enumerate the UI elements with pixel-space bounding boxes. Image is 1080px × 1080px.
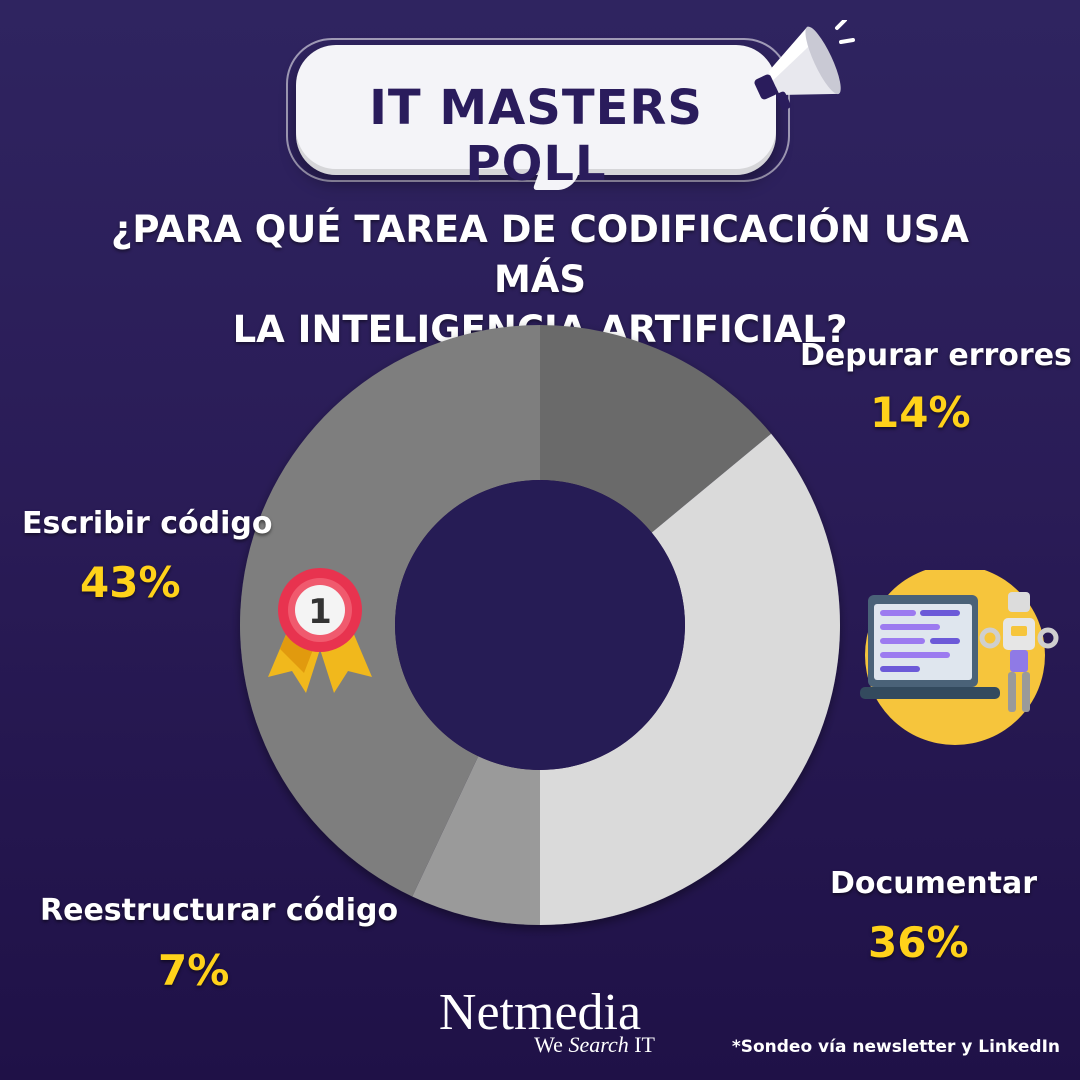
speech-bubble [296,45,776,175]
slice-value-documentar: 36% [868,918,969,967]
tagline-prefix: We [534,1032,569,1057]
slice-value-escribir-codigo: 43% [80,558,181,607]
slice-label-documentar: Documentar [830,866,1037,901]
slice-value-reestructurar-codigo: 7% [158,946,230,995]
medal-number: 1 [308,592,332,632]
poll-title: IT MASTERS POLL [369,80,703,192]
first-place-medal-icon: 1 [268,568,372,693]
tagline-suffix: IT [628,1032,655,1057]
megaphone-icon [754,20,855,110]
slice-value-depurar-errores: 14% [870,388,971,437]
tagline-italic: Search [568,1032,629,1057]
slice-label-escribir-codigo: Escribir código [22,506,273,541]
slice-label-depurar-errores: Depurar errores [800,338,1072,373]
survey-footnote: *Sondeo vía newsletter y LinkedIn [731,1037,1060,1057]
slice-depurar-errores [540,325,772,533]
question-line-1: ¿PARA QUÉ TAREA DE CODIFICACIÓN USA MÁS [110,208,970,301]
netmedia-tagline: We Search IT [425,1032,655,1058]
netmedia-logo: Netmedia [438,984,642,1041]
slice-reestructurar-codigo [412,756,540,925]
robot-coding-icon [860,570,1059,745]
poll-question: ¿PARA QUÉ TAREA DE CODIFICACIÓN USA MÁS … [60,205,1020,355]
donut-hole [395,480,685,770]
slice-label-reestructurar-codigo: Reestructurar código [40,893,399,928]
slice-escribir-codigo [240,324,540,897]
slice-documentar [540,433,841,925]
